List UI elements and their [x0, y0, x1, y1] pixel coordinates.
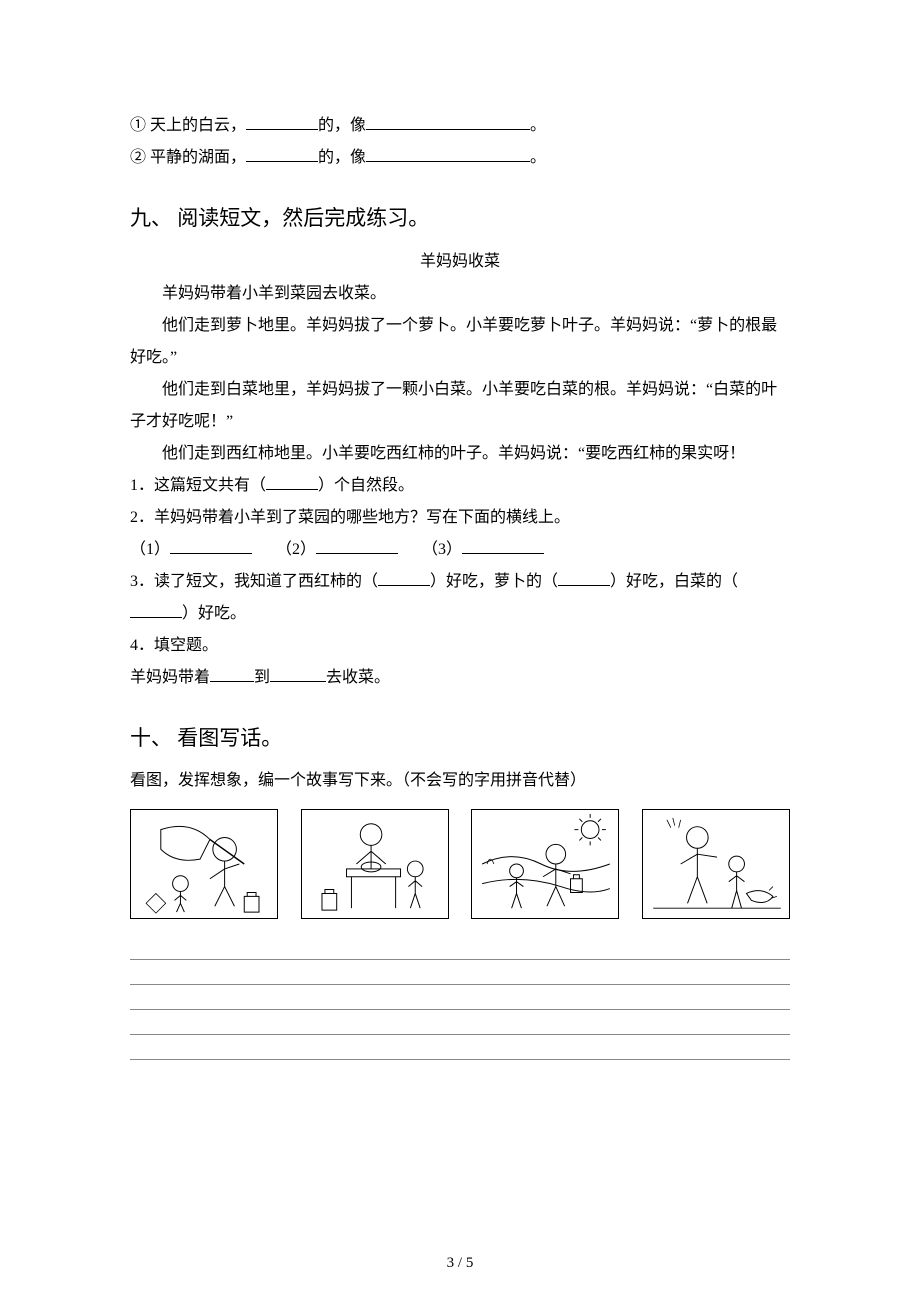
story-image-3	[471, 809, 619, 919]
passage-p3: 他们走到白菜地里，羊妈妈拔了一颗小白菜。小羊要吃白菜的根。羊妈妈说：“白菜的叶子…	[130, 374, 790, 438]
passage-p2-text: 他们走到萝卜地里。羊妈妈拔了一个萝卜。小羊要吃萝卜叶子。羊妈妈说：“萝卜的根最好…	[130, 317, 777, 366]
q2-opt-1: （1）	[130, 541, 170, 558]
story-image-1	[130, 809, 278, 919]
passage-p3-text: 他们走到白菜地里，羊妈妈拔了一颗小白菜。小羊要吃白菜的根。羊妈妈说：“白菜的叶子…	[130, 381, 777, 430]
q4-a: 羊妈妈带着	[130, 669, 210, 686]
fill1-num: ①	[130, 117, 146, 134]
writing-line-4[interactable]	[130, 1014, 790, 1035]
fill1-pre: 天上的白云，	[150, 117, 246, 134]
q2-opt-3: （3）	[422, 541, 462, 558]
fill1-blank2[interactable]	[366, 113, 530, 130]
story-image-4	[642, 809, 790, 919]
fill-item-2: ② 平静的湖面， 的，像 。	[130, 142, 790, 174]
fill2-tail: 。	[530, 149, 546, 166]
writing-line-2[interactable]	[130, 964, 790, 985]
q3: 3．读了短文，我知道了西红柿的（ ）好吃，萝卜的（ ）好吃，白菜的（ ）好吃。	[130, 566, 790, 630]
q4-b: 到	[254, 669, 270, 686]
q4-blank-2[interactable]	[270, 665, 326, 682]
q1-b: ）个自然段。	[318, 477, 414, 494]
q2-opts: （1） （2） （3）	[130, 534, 790, 566]
q1-a: 1．这篇短文共有（	[130, 477, 266, 494]
q1-blank[interactable]	[266, 473, 318, 490]
q2-blank-1[interactable]	[170, 537, 252, 554]
fill-item-1: ① 天上的白云， 的，像 。	[130, 110, 790, 142]
section-10-instr: 看图，发挥想象，编一个故事写下来。（不会写的字用拼音代替）	[130, 765, 790, 797]
fill1-blank1[interactable]	[246, 113, 318, 130]
q3-blank-2[interactable]	[558, 569, 610, 586]
fill2-mid: 的，像	[318, 149, 366, 166]
q4: 4．填空题。	[130, 630, 790, 662]
passage-p4-text: 他们走到西红柿地里。小羊要吃西红柿的叶子。羊妈妈说：“要吃西红柿的果实呀！	[162, 445, 745, 462]
q3-a: 3．读了短文，我知道了西红柿的（	[130, 573, 378, 590]
q3-b: ）好吃，萝卜的（	[430, 573, 558, 590]
fill2-pre: 平静的湖面，	[150, 149, 246, 166]
story-image-2	[301, 809, 449, 919]
passage-p4: 他们走到西红柿地里。小羊要吃西红柿的叶子。羊妈妈说：“要吃西红柿的果实呀！	[130, 438, 790, 470]
fill1-tail: 。	[530, 117, 546, 134]
q2-blank-3[interactable]	[462, 537, 544, 554]
q4-c: 去收菜。	[326, 669, 390, 686]
q2-blank-2[interactable]	[316, 537, 398, 554]
fill2-num: ②	[130, 149, 146, 166]
q4-blank-1[interactable]	[210, 665, 254, 682]
q3-d: ）好吃。	[182, 605, 246, 622]
fill1-mid: 的，像	[318, 117, 366, 134]
passage-p1: 羊妈妈带着小羊到菜园去收菜。	[130, 278, 790, 310]
writing-line-1[interactable]	[130, 939, 790, 960]
fill2-blank1[interactable]	[246, 145, 318, 162]
q3-c: ）好吃，白菜的（	[610, 573, 738, 590]
q2: 2．羊妈妈带着小羊到了菜园的哪些地方？写在下面的横线上。	[130, 502, 790, 534]
passage-p2: 他们走到萝卜地里。羊妈妈拔了一个萝卜。小羊要吃萝卜叶子。羊妈妈说：“萝卜的根最好…	[130, 310, 790, 374]
q3-blank-1[interactable]	[378, 569, 430, 586]
page-number: 3 / 5	[0, 1255, 920, 1272]
story-images-row	[130, 809, 790, 919]
q3-blank-3[interactable]	[130, 601, 182, 618]
section-9-heading: 九、 阅读短文，然后完成练习。	[130, 202, 790, 236]
q2-opt-2: （2）	[276, 541, 316, 558]
writing-line-5[interactable]	[130, 1039, 790, 1060]
q4-line: 羊妈妈带着 到 去收菜。	[130, 662, 790, 694]
q1: 1．这篇短文共有（ ）个自然段。	[130, 470, 790, 502]
passage-title: 羊妈妈收菜	[130, 246, 790, 278]
section-10-heading: 十、 看图写话。	[130, 722, 790, 756]
writing-line-3[interactable]	[130, 989, 790, 1010]
writing-lines	[130, 939, 790, 1060]
fill2-blank2[interactable]	[366, 145, 530, 162]
